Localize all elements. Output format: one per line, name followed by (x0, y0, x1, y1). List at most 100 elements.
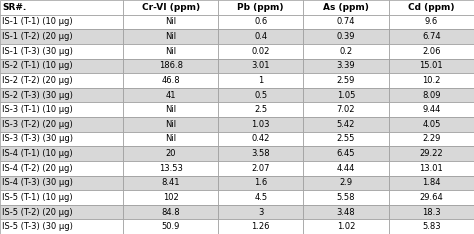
Text: 41: 41 (165, 91, 176, 99)
Bar (218, 146, 303, 161)
Text: IS-5 (T-1) (10 μg): IS-5 (T-1) (10 μg) (2, 193, 73, 202)
Text: 8.41: 8.41 (161, 178, 180, 187)
Bar (218, 73, 303, 88)
Bar (123, 29, 218, 44)
Text: 1.84: 1.84 (422, 178, 441, 187)
Text: IS-5 (T-2) (20 μg): IS-5 (T-2) (20 μg) (2, 208, 73, 216)
Bar (389, 73, 474, 88)
Bar (389, 161, 474, 176)
Text: SR#.: SR#. (2, 3, 27, 12)
Bar (218, 0, 303, 15)
Text: 9.44: 9.44 (422, 105, 440, 114)
Text: Pb (ppm): Pb (ppm) (237, 3, 284, 12)
Text: IS-4 (T-3) (30 μg): IS-4 (T-3) (30 μg) (2, 178, 73, 187)
Bar (123, 44, 218, 58)
Bar (303, 58, 389, 73)
Text: As (ppm): As (ppm) (323, 3, 369, 12)
Bar (218, 219, 303, 234)
Text: 4.5: 4.5 (254, 193, 267, 202)
Text: Nil: Nil (165, 105, 176, 114)
Text: 102: 102 (163, 193, 179, 202)
Text: 46.8: 46.8 (161, 76, 180, 85)
Text: 6.74: 6.74 (422, 32, 441, 41)
Text: 1.26: 1.26 (251, 222, 270, 231)
Bar (0, 58, 123, 73)
Text: 5.58: 5.58 (337, 193, 356, 202)
Text: 10.2: 10.2 (422, 76, 440, 85)
Text: 18.3: 18.3 (422, 208, 441, 216)
Text: IS-3 (T-2) (20 μg): IS-3 (T-2) (20 μg) (2, 120, 73, 129)
Text: 1.03: 1.03 (251, 120, 270, 129)
Bar (303, 146, 389, 161)
Text: Nil: Nil (165, 47, 176, 56)
Text: IS-4 (T-2) (20 μg): IS-4 (T-2) (20 μg) (2, 164, 73, 173)
Bar (123, 161, 218, 176)
Bar (218, 102, 303, 117)
Bar (123, 58, 218, 73)
Bar (303, 132, 389, 146)
Text: 2.06: 2.06 (422, 47, 441, 56)
Text: 2.55: 2.55 (337, 135, 355, 143)
Text: 0.39: 0.39 (337, 32, 356, 41)
Bar (218, 58, 303, 73)
Text: 0.4: 0.4 (254, 32, 267, 41)
Bar (303, 102, 389, 117)
Bar (303, 0, 389, 15)
Bar (389, 88, 474, 102)
Bar (303, 44, 389, 58)
Bar (303, 205, 389, 219)
Bar (218, 15, 303, 29)
Bar (389, 58, 474, 73)
Bar (0, 88, 123, 102)
Bar (389, 44, 474, 58)
Bar (0, 117, 123, 132)
Text: 29.64: 29.64 (419, 193, 443, 202)
Bar (0, 29, 123, 44)
Bar (123, 0, 218, 15)
Text: IS-1 (T-1) (10 μg): IS-1 (T-1) (10 μg) (2, 18, 73, 26)
Text: IS-3 (T-3) (30 μg): IS-3 (T-3) (30 μg) (2, 135, 73, 143)
Text: 9.6: 9.6 (425, 18, 438, 26)
Bar (0, 15, 123, 29)
Bar (389, 102, 474, 117)
Bar (123, 146, 218, 161)
Text: 3: 3 (258, 208, 264, 216)
Text: 29.22: 29.22 (419, 149, 443, 158)
Text: 4.44: 4.44 (337, 164, 355, 173)
Bar (218, 161, 303, 176)
Bar (389, 15, 474, 29)
Bar (389, 176, 474, 190)
Bar (0, 190, 123, 205)
Bar (123, 102, 218, 117)
Bar (389, 146, 474, 161)
Bar (0, 44, 123, 58)
Text: 3.58: 3.58 (251, 149, 270, 158)
Text: 2.9: 2.9 (339, 178, 353, 187)
Bar (0, 176, 123, 190)
Text: 2.07: 2.07 (251, 164, 270, 173)
Text: IS-4 (T-1) (10 μg): IS-4 (T-1) (10 μg) (2, 149, 73, 158)
Bar (303, 190, 389, 205)
Text: 2.29: 2.29 (422, 135, 440, 143)
Bar (218, 88, 303, 102)
Text: 5.42: 5.42 (337, 120, 355, 129)
Text: Cd (ppm): Cd (ppm) (408, 3, 455, 12)
Text: 6.45: 6.45 (337, 149, 356, 158)
Bar (303, 88, 389, 102)
Bar (218, 190, 303, 205)
Text: 13.01: 13.01 (419, 164, 443, 173)
Bar (123, 219, 218, 234)
Text: 0.2: 0.2 (339, 47, 353, 56)
Text: IS-1 (T-2) (20 μg): IS-1 (T-2) (20 μg) (2, 32, 73, 41)
Text: 1.02: 1.02 (337, 222, 355, 231)
Text: 2.59: 2.59 (337, 76, 355, 85)
Bar (303, 117, 389, 132)
Text: 0.74: 0.74 (337, 18, 356, 26)
Bar (123, 190, 218, 205)
Bar (0, 0, 123, 15)
Text: Cr-VI (ppm): Cr-VI (ppm) (142, 3, 200, 12)
Text: 84.8: 84.8 (161, 208, 180, 216)
Bar (389, 190, 474, 205)
Text: 5.83: 5.83 (422, 222, 441, 231)
Bar (0, 132, 123, 146)
